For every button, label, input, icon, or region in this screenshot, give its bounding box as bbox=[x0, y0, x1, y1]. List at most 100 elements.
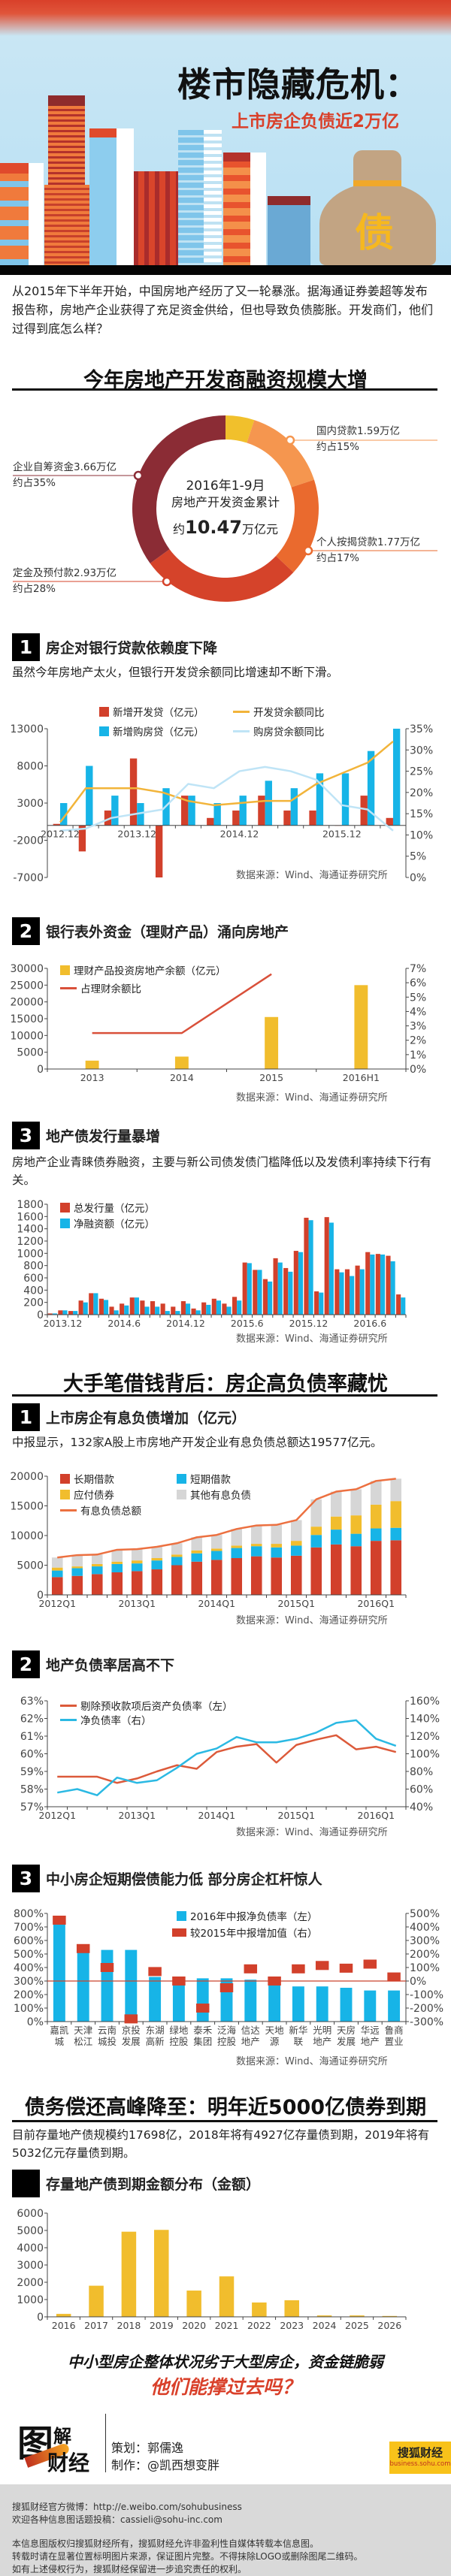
bar bbox=[144, 1306, 150, 1315]
legend-label: 较2015年中报增加值（右） bbox=[190, 1928, 318, 1940]
producer-credit: 制作：@凯西想变胖 bbox=[111, 2458, 220, 2472]
building-illustration bbox=[117, 128, 134, 265]
bar bbox=[226, 1306, 232, 1315]
bar bbox=[316, 773, 324, 826]
bar bbox=[293, 1251, 298, 1315]
bar bbox=[162, 788, 170, 826]
category-label-line: 发展 bbox=[337, 2036, 356, 2047]
legend-swatch bbox=[60, 1704, 77, 1707]
category-label-line: 地产 bbox=[313, 2036, 331, 2047]
bar bbox=[53, 1924, 65, 2022]
right-tick-label: 10% bbox=[410, 829, 433, 841]
bar bbox=[370, 1528, 382, 1542]
legend-label: 占理财余额比 bbox=[80, 983, 141, 995]
right-tick-label: 2% bbox=[410, 1035, 426, 1047]
legend-label: 开发贷余额同比 bbox=[253, 707, 325, 719]
section-header-1: 1 房企对银行贷款依赖度下降 bbox=[12, 633, 217, 661]
bar bbox=[78, 825, 86, 852]
right-tick-label: 15% bbox=[410, 808, 433, 820]
bar bbox=[120, 1303, 125, 1315]
category-label: 绿地控股 bbox=[169, 2025, 189, 2047]
page-title: 楼市隐藏危机： bbox=[177, 65, 420, 104]
bar bbox=[365, 1252, 371, 1315]
bar bbox=[350, 1489, 362, 1516]
right-tick-label: 400% bbox=[410, 1922, 440, 1934]
right-tick-label: -300% bbox=[410, 2016, 443, 2028]
leader-dot bbox=[303, 545, 313, 556]
bar bbox=[298, 1252, 304, 1315]
section-header-7: 存量地产债到期金额分布（金额） bbox=[12, 2170, 260, 2197]
donut-label-domestic-loans: 国内贷款1.59万亿 约占15% bbox=[316, 425, 400, 453]
bar bbox=[185, 1303, 191, 1315]
badge-url: business.sohu.com bbox=[389, 2460, 451, 2468]
building-illustration bbox=[89, 128, 117, 265]
bar bbox=[213, 803, 221, 826]
bar bbox=[155, 1306, 160, 1315]
segment-share: 约占17% bbox=[316, 552, 360, 564]
bar bbox=[330, 1530, 342, 1545]
left-tick-label: 800 bbox=[23, 1261, 44, 1273]
building-illustration bbox=[223, 153, 250, 265]
category-label-line: 天房 bbox=[337, 2025, 356, 2036]
part1-title: 今年房地产开发商融资规模大增 bbox=[83, 369, 368, 392]
marker bbox=[124, 2014, 138, 2024]
legend-item: 其他有息负债 bbox=[177, 1487, 251, 1502]
legend-label: 总发行量（亿元） bbox=[74, 1203, 155, 1215]
left-tick-label: 600% bbox=[14, 1935, 44, 1947]
bar bbox=[68, 1311, 74, 1315]
bar bbox=[350, 1533, 362, 1547]
section-header-3: 3 地产债发行量暴增 bbox=[12, 1122, 160, 1149]
bar bbox=[181, 796, 189, 826]
bar bbox=[171, 1565, 183, 1595]
bar bbox=[101, 1949, 114, 2022]
segment-share: 约占15% bbox=[316, 441, 360, 453]
legend-swatch bbox=[172, 1928, 186, 1937]
x-tick-label: 2016Q1 bbox=[357, 1598, 395, 1609]
bar bbox=[60, 803, 68, 826]
bar bbox=[210, 1560, 222, 1595]
section-desc: 中报显示，132家A股上市房地产开发企业有息负债总额达19577亿元。 bbox=[12, 1436, 383, 1449]
left-tick-label: 60% bbox=[20, 1749, 44, 1761]
left-tick-label: 15000 bbox=[10, 1501, 44, 1513]
segment-name: 定金及预付款2.93万亿 bbox=[13, 567, 117, 579]
bar bbox=[172, 1983, 185, 2022]
category-label: 华远地产 bbox=[361, 2025, 380, 2047]
category-label-line: 嘉凯 bbox=[50, 2025, 69, 2036]
x-tick-label: 2015Q1 bbox=[277, 1810, 315, 1821]
bar bbox=[271, 1544, 283, 1548]
left-tick-label: 4000 bbox=[17, 2242, 44, 2254]
section-title: 存量地产债到期金额分布（金额） bbox=[46, 2176, 261, 2193]
bar bbox=[237, 1300, 242, 1315]
bar bbox=[350, 2315, 365, 2317]
planner-credit: 策划：郭儒逸 bbox=[111, 2441, 184, 2455]
legend-swatch bbox=[60, 1718, 77, 1721]
building-illustration bbox=[250, 153, 266, 265]
bar bbox=[191, 1553, 203, 1562]
left-tick-label: 62% bbox=[20, 1714, 44, 1726]
bar bbox=[250, 1546, 262, 1557]
category-label: 泛海控股 bbox=[217, 2025, 237, 2047]
bar bbox=[154, 2230, 169, 2317]
legend-label: 2016年中报净负债率（左） bbox=[190, 1911, 318, 1923]
bar bbox=[232, 810, 240, 826]
right-tick-label: 0% bbox=[410, 1064, 426, 1076]
legend-swatch bbox=[233, 710, 250, 713]
marker bbox=[292, 1964, 305, 1974]
bar bbox=[290, 1545, 302, 1556]
bar bbox=[71, 1555, 83, 1567]
legend-swatch bbox=[60, 1489, 70, 1499]
right-tick-label: 6% bbox=[410, 977, 426, 989]
left-tick-label: 3000 bbox=[17, 798, 44, 810]
section-title: 银行表外资金（理财产品）涌向房地产 bbox=[46, 924, 289, 941]
x-tick-label: 2014Q1 bbox=[198, 1598, 235, 1609]
right-tick-label: 25% bbox=[410, 766, 433, 778]
bar bbox=[364, 1990, 377, 2022]
bar bbox=[51, 1557, 63, 1568]
segment-name: 国内贷款1.59万亿 bbox=[316, 425, 401, 437]
left-tick-label: -2000 bbox=[13, 835, 44, 847]
intro-paragraph: 从2015年下半年开始，中国房地产经历了又一轮暴涨。据海通证券姜超等发布报告称，… bbox=[12, 284, 434, 336]
bar bbox=[319, 1292, 324, 1315]
bar bbox=[310, 1499, 322, 1527]
bar bbox=[103, 1300, 109, 1315]
section-number: 3 bbox=[12, 1122, 40, 1149]
